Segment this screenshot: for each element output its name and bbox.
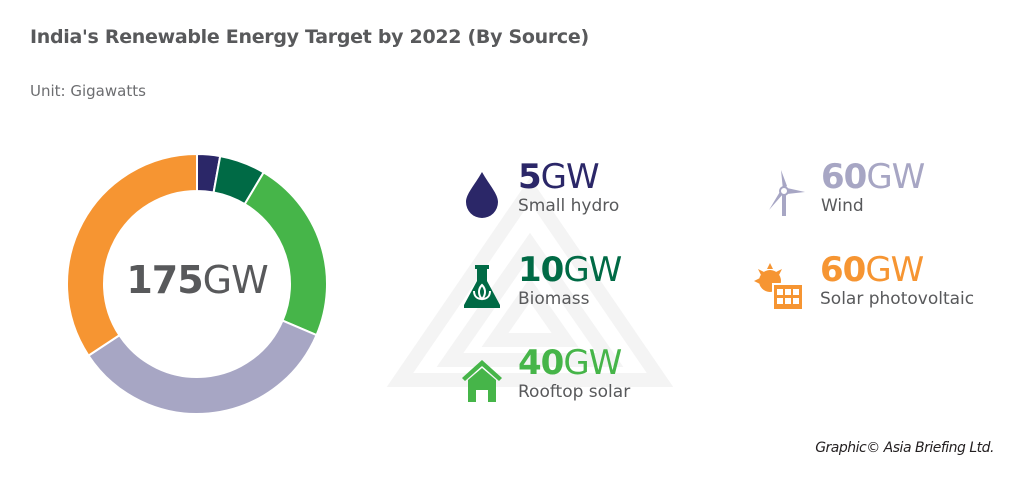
donut-slice-rooftop-solar — [243, 171, 328, 337]
legend-item-rooftop-solar: 40GW Rooftop solar — [460, 346, 630, 404]
house-icon — [462, 360, 502, 402]
donut-slice-solar-photovoltaic — [66, 152, 198, 358]
legend-item-solar-photovoltaic: 60GW Solar photovoltaic — [752, 253, 974, 311]
legend-label: Rooftop solar — [518, 382, 631, 402]
donut-chart — [66, 152, 328, 415]
credit-text: Graphic© Asia Briefing Ltd. — [815, 440, 994, 456]
chart-title: India's Renewable Energy Target by 2022 … — [30, 26, 589, 48]
water-drop-icon — [466, 172, 498, 218]
donut-center-total: 175GW — [126, 258, 268, 302]
legend-item-biomass: 10GW Biomass — [460, 253, 622, 311]
solar-panel-icon — [754, 263, 802, 309]
legend-label: Solar photovoltaic — [820, 289, 975, 309]
legend-item-small-hydro: 5GW Small hydro — [460, 160, 619, 218]
legend-label: Small hydro — [518, 196, 620, 216]
chart-subtitle: Unit: Gigawatts — [30, 82, 146, 100]
legend-item-wind: 60GW Wind — [763, 160, 925, 218]
legend-label: Wind — [821, 196, 864, 216]
wind-turbine-icon — [769, 170, 805, 216]
donut-slice-wind — [87, 319, 318, 415]
legend-label: Biomass — [518, 289, 590, 309]
flask-leaf-icon — [464, 265, 500, 308]
